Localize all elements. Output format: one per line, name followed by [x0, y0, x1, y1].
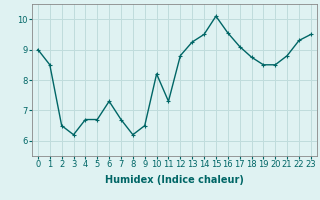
X-axis label: Humidex (Indice chaleur): Humidex (Indice chaleur)	[105, 175, 244, 185]
